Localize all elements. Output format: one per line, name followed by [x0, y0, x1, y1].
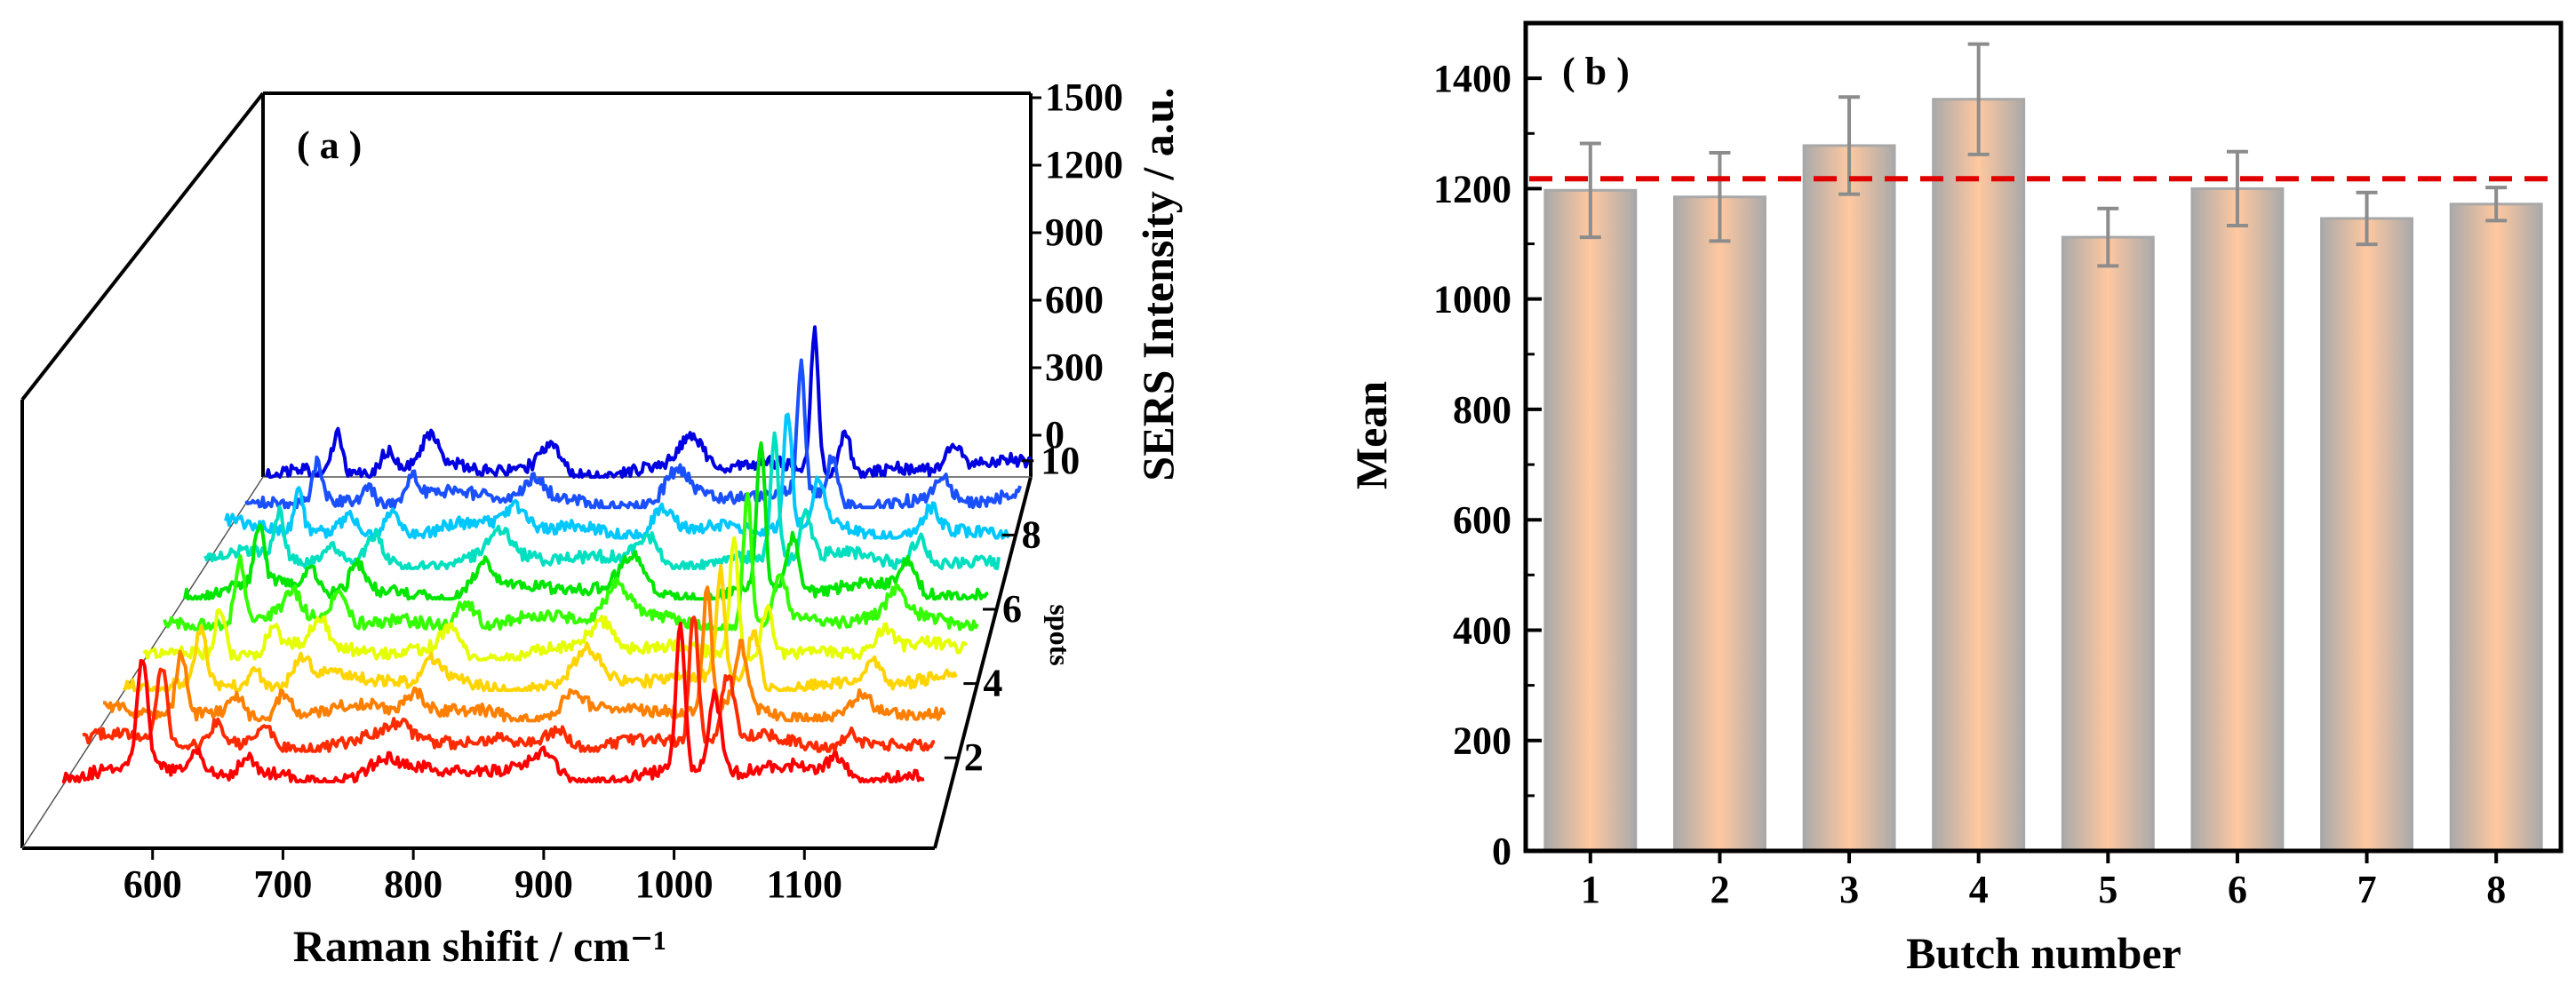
- panel-a-frame: [20, 91, 1033, 850]
- x-tick-label: 1000: [635, 862, 714, 906]
- panel-a-x-ticks: 600 700 800 900 1000 1100: [124, 848, 842, 906]
- panel-b-label: ( b ): [1562, 50, 1630, 93]
- x-tick-label: 700: [253, 862, 312, 906]
- x-tick-label: 7: [2357, 868, 2377, 911]
- y-tick-label: 300: [1045, 346, 1104, 389]
- x-tick-label: 4: [1969, 868, 1989, 911]
- y-tick-label: 1000: [1433, 278, 1511, 322]
- panel-b-y-axis-title: Mean: [1346, 381, 1396, 489]
- spot-tick-label: 4: [983, 662, 1002, 705]
- spot-tick-label: 6: [1002, 587, 1022, 631]
- spectrum-line-8: [203, 431, 1001, 570]
- bar-1: [1543, 188, 1638, 853]
- bar-2: [1672, 195, 1767, 853]
- spectrum-line-1: [61, 621, 925, 783]
- spectrum-line-10: [244, 358, 1022, 510]
- bar-3: [1802, 144, 1896, 853]
- y-tick-label: 1200: [1045, 143, 1123, 187]
- bar-8: [2449, 203, 2543, 853]
- spot-tick-label: 8: [1022, 512, 1041, 556]
- spectrum-line-9: [224, 412, 1011, 540]
- panel-a-y-ticks: 0 300 600 900 1200 1500: [1031, 75, 1123, 457]
- depth-bottom-edge: [933, 476, 1033, 849]
- x-tick-label: 1: [1581, 868, 1600, 911]
- panel-b-bar-chart: 0 200 400 600 800 1000 1200 1400 1 2 3 4 5 6 7 8 ( b )…: [1346, 20, 2564, 978]
- depth-top-edge: [20, 91, 265, 401]
- x-tick-label: 6: [2228, 868, 2247, 911]
- y-tick-label: 200: [1453, 719, 1511, 763]
- spectrum-line-3: [102, 585, 946, 723]
- y-tick-label: 800: [1453, 388, 1511, 432]
- y-tick-label: 900: [1045, 211, 1104, 254]
- x-tick-label: 900: [514, 862, 573, 906]
- panel-b-bars: [1543, 98, 2543, 853]
- y-tick-label: 600: [1045, 278, 1104, 322]
- panel-b-error-bars: [1579, 42, 2508, 268]
- x-tick-label: 600: [124, 862, 182, 906]
- spectrum-line-11: [265, 325, 1033, 479]
- panel-a-3d-waterfall: 600 700 800 900 1000 1100 030060090012001500 …: [20, 75, 1183, 971]
- y-tick-label: 600: [1453, 498, 1511, 542]
- y-tick-label: 0: [1492, 830, 1511, 873]
- spectra-series: [61, 325, 1033, 783]
- spectrum-line-4: [122, 563, 958, 693]
- bar-5: [2061, 235, 2155, 853]
- spot-tick-label: 10: [1041, 439, 1080, 482]
- spectrum-line-7: [183, 441, 989, 601]
- x-tick-label: 2: [1710, 868, 1729, 911]
- bar-4: [1932, 98, 2026, 853]
- panel-a-x-axis-title: Raman shifit / cm⁻¹: [293, 921, 667, 971]
- panel-b-x-axis-title: Butch number: [1906, 928, 2181, 978]
- x-tick-label: 3: [1839, 868, 1859, 911]
- y-tick-label: 1200: [1433, 167, 1511, 211]
- x-tick-label: 8: [2486, 868, 2506, 911]
- panel-a-y-axis-title: SERS Intensity / a.u.: [1133, 87, 1183, 481]
- spectrum-line-2: [82, 616, 936, 753]
- x-tick-label: 1100: [766, 862, 842, 906]
- y-tick-label: 1400: [1433, 57, 1511, 100]
- panel-a-label: ( a ): [297, 123, 362, 167]
- spectrum-line-5: [142, 536, 969, 662]
- panel-b-plot-frame: [1523, 20, 2564, 854]
- y-tick-label: 1500: [1045, 75, 1123, 119]
- y-tick-label: 0: [1045, 413, 1065, 457]
- y-tick-label: 400: [1453, 608, 1511, 652]
- bar-7: [2320, 217, 2414, 853]
- x-tick-label: 800: [384, 862, 443, 906]
- panel-b-x-ticks: 1 2 3 4 5 6 7 8: [1581, 851, 2506, 911]
- panel-b-y-ticks: 0 200 400 600 800 1000 1200 1400: [1433, 57, 1542, 873]
- spot-tick-label: 2: [964, 735, 984, 779]
- x-tick-label: 5: [2098, 868, 2117, 911]
- spectrum-line-6: [163, 491, 979, 632]
- panel-a-spots-axis-title: spots: [1044, 604, 1076, 665]
- bar-6: [2190, 187, 2285, 853]
